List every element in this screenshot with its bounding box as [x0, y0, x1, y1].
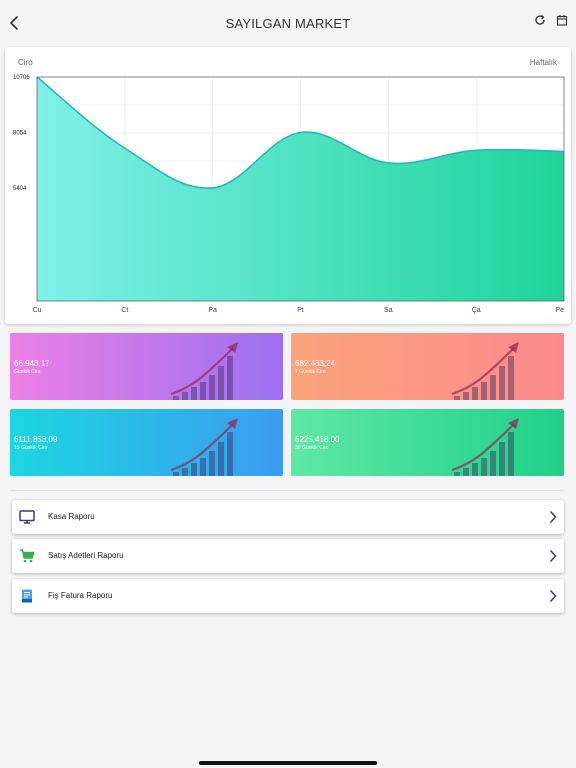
growth-arrow-line [451, 423, 515, 472]
chevron-right-icon [549, 510, 557, 524]
stat-card-7day[interactable]: 682.433,24 7 Günlük Ciro [291, 333, 564, 400]
stat-label: 15 Günlük Ciro [14, 445, 48, 451]
report-label: Satış Adetleri Raporu [48, 551, 124, 560]
back-chevron-icon[interactable] [6, 13, 24, 33]
growth-bar [472, 463, 478, 476]
x-tick-label: Pt [297, 307, 304, 314]
report-item-fis-fatura[interactable]: Fiş Fatura Raporu [12, 579, 564, 613]
growth-arrow-line [170, 423, 234, 472]
y-tick-label: 10706 [13, 75, 30, 81]
growth-bar [499, 366, 505, 400]
growth-bar [481, 382, 487, 400]
growth-bar [227, 432, 233, 476]
growth-bar [472, 387, 478, 400]
cart-icon [20, 549, 35, 563]
growth-chart-icon [451, 342, 519, 400]
chevron-right-icon [549, 549, 557, 563]
growth-arrow-head [227, 418, 238, 429]
growth-bar [191, 387, 197, 400]
stat-value: 6225.418,00 [295, 435, 340, 444]
growth-bar [463, 392, 469, 400]
growth-bar [490, 451, 496, 476]
app-header: SAYILGAN MARKET [0, 0, 576, 46]
chevron-right-icon [549, 589, 557, 603]
growth-arrow-line [451, 347, 515, 396]
stat-card-30day[interactable]: 6225.418,00 30 Günlük Ciro [291, 409, 564, 476]
x-tick-label: Ça [472, 307, 481, 314]
growth-bar [182, 392, 188, 400]
calendar-icon[interactable] [556, 14, 568, 26]
chart-title-ciro: Ciro [18, 58, 33, 67]
growth-bar [463, 468, 469, 476]
growth-bar [508, 432, 514, 476]
x-tick-label: Pa [208, 307, 217, 314]
growth-arrow-head [227, 342, 238, 353]
home-indicator [199, 761, 377, 765]
chart-period-label[interactable]: Haftalık [529, 58, 557, 67]
growth-chart-icon [170, 342, 238, 400]
revenue-chart-card: 10706 8054 5404 Cu Ct Pa Pt Sa Ça Pe Ciro Haftal… [5, 47, 571, 324]
growth-bar [173, 396, 179, 400]
growth-bar [481, 458, 487, 476]
growth-bar [218, 366, 224, 400]
y-tick-label: 5404 [13, 186, 27, 192]
stat-value: 682.433,24 [295, 359, 336, 368]
growth-chart-icon [170, 418, 238, 476]
growth-arrow-line [170, 347, 234, 396]
stat-value: 6111.853,09 [14, 435, 58, 444]
stat-label: 30 Günlük Ciro [295, 445, 329, 451]
stat-card-daily[interactable]: 66.943,17 Günlük Ciro [10, 333, 283, 400]
growth-bar [200, 382, 206, 400]
stat-value: 66.943,17 [14, 359, 50, 368]
receipt-icon [22, 589, 32, 603]
monitor-icon [19, 510, 35, 524]
x-tick-label: Sa [384, 307, 393, 314]
report-label: Kasa Raporu [48, 512, 95, 521]
growth-bar [499, 442, 505, 476]
growth-bar [173, 472, 179, 476]
stat-label: 7 Günlük Ciro [295, 369, 326, 375]
stat-label: Günlük Ciro [14, 369, 41, 375]
growth-bar [490, 375, 496, 400]
growth-bar [227, 356, 233, 400]
growth-bar [182, 468, 188, 476]
growth-bar [454, 396, 460, 400]
stat-card-15day[interactable]: 6111.853,09 15 Günlük Ciro [10, 409, 283, 476]
report-item-kasa[interactable]: Kasa Raporu [12, 500, 564, 534]
revenue-area [37, 77, 564, 301]
growth-arrow-head [508, 342, 519, 353]
page-title: SAYILGAN MARKET [225, 15, 351, 31]
refresh-icon[interactable] [534, 14, 546, 26]
revenue-line [36, 76, 565, 189]
growth-bar [209, 375, 215, 400]
y-tick-label: 8054 [13, 130, 27, 136]
x-tick-label: Ct [121, 307, 128, 314]
revenue-area-chart: 10706 8054 5404 Cu Ct Pa Pt Sa Ça Pe [13, 75, 565, 314]
growth-bar [200, 458, 206, 476]
growth-bar [454, 472, 460, 476]
x-tick-label: Pe [555, 307, 564, 314]
growth-bar [209, 451, 215, 476]
growth-bar [218, 442, 224, 476]
growth-bar [191, 463, 197, 476]
growth-bar [508, 356, 514, 400]
growth-arrow-head [508, 418, 519, 429]
report-item-satis-adetleri[interactable]: Satış Adetleri Raporu [12, 539, 564, 573]
section-divider [10, 490, 564, 491]
x-tick-label: Cu [33, 307, 42, 314]
growth-chart-icon [451, 418, 519, 476]
report-label: Fiş Fatura Raporu [48, 591, 113, 600]
